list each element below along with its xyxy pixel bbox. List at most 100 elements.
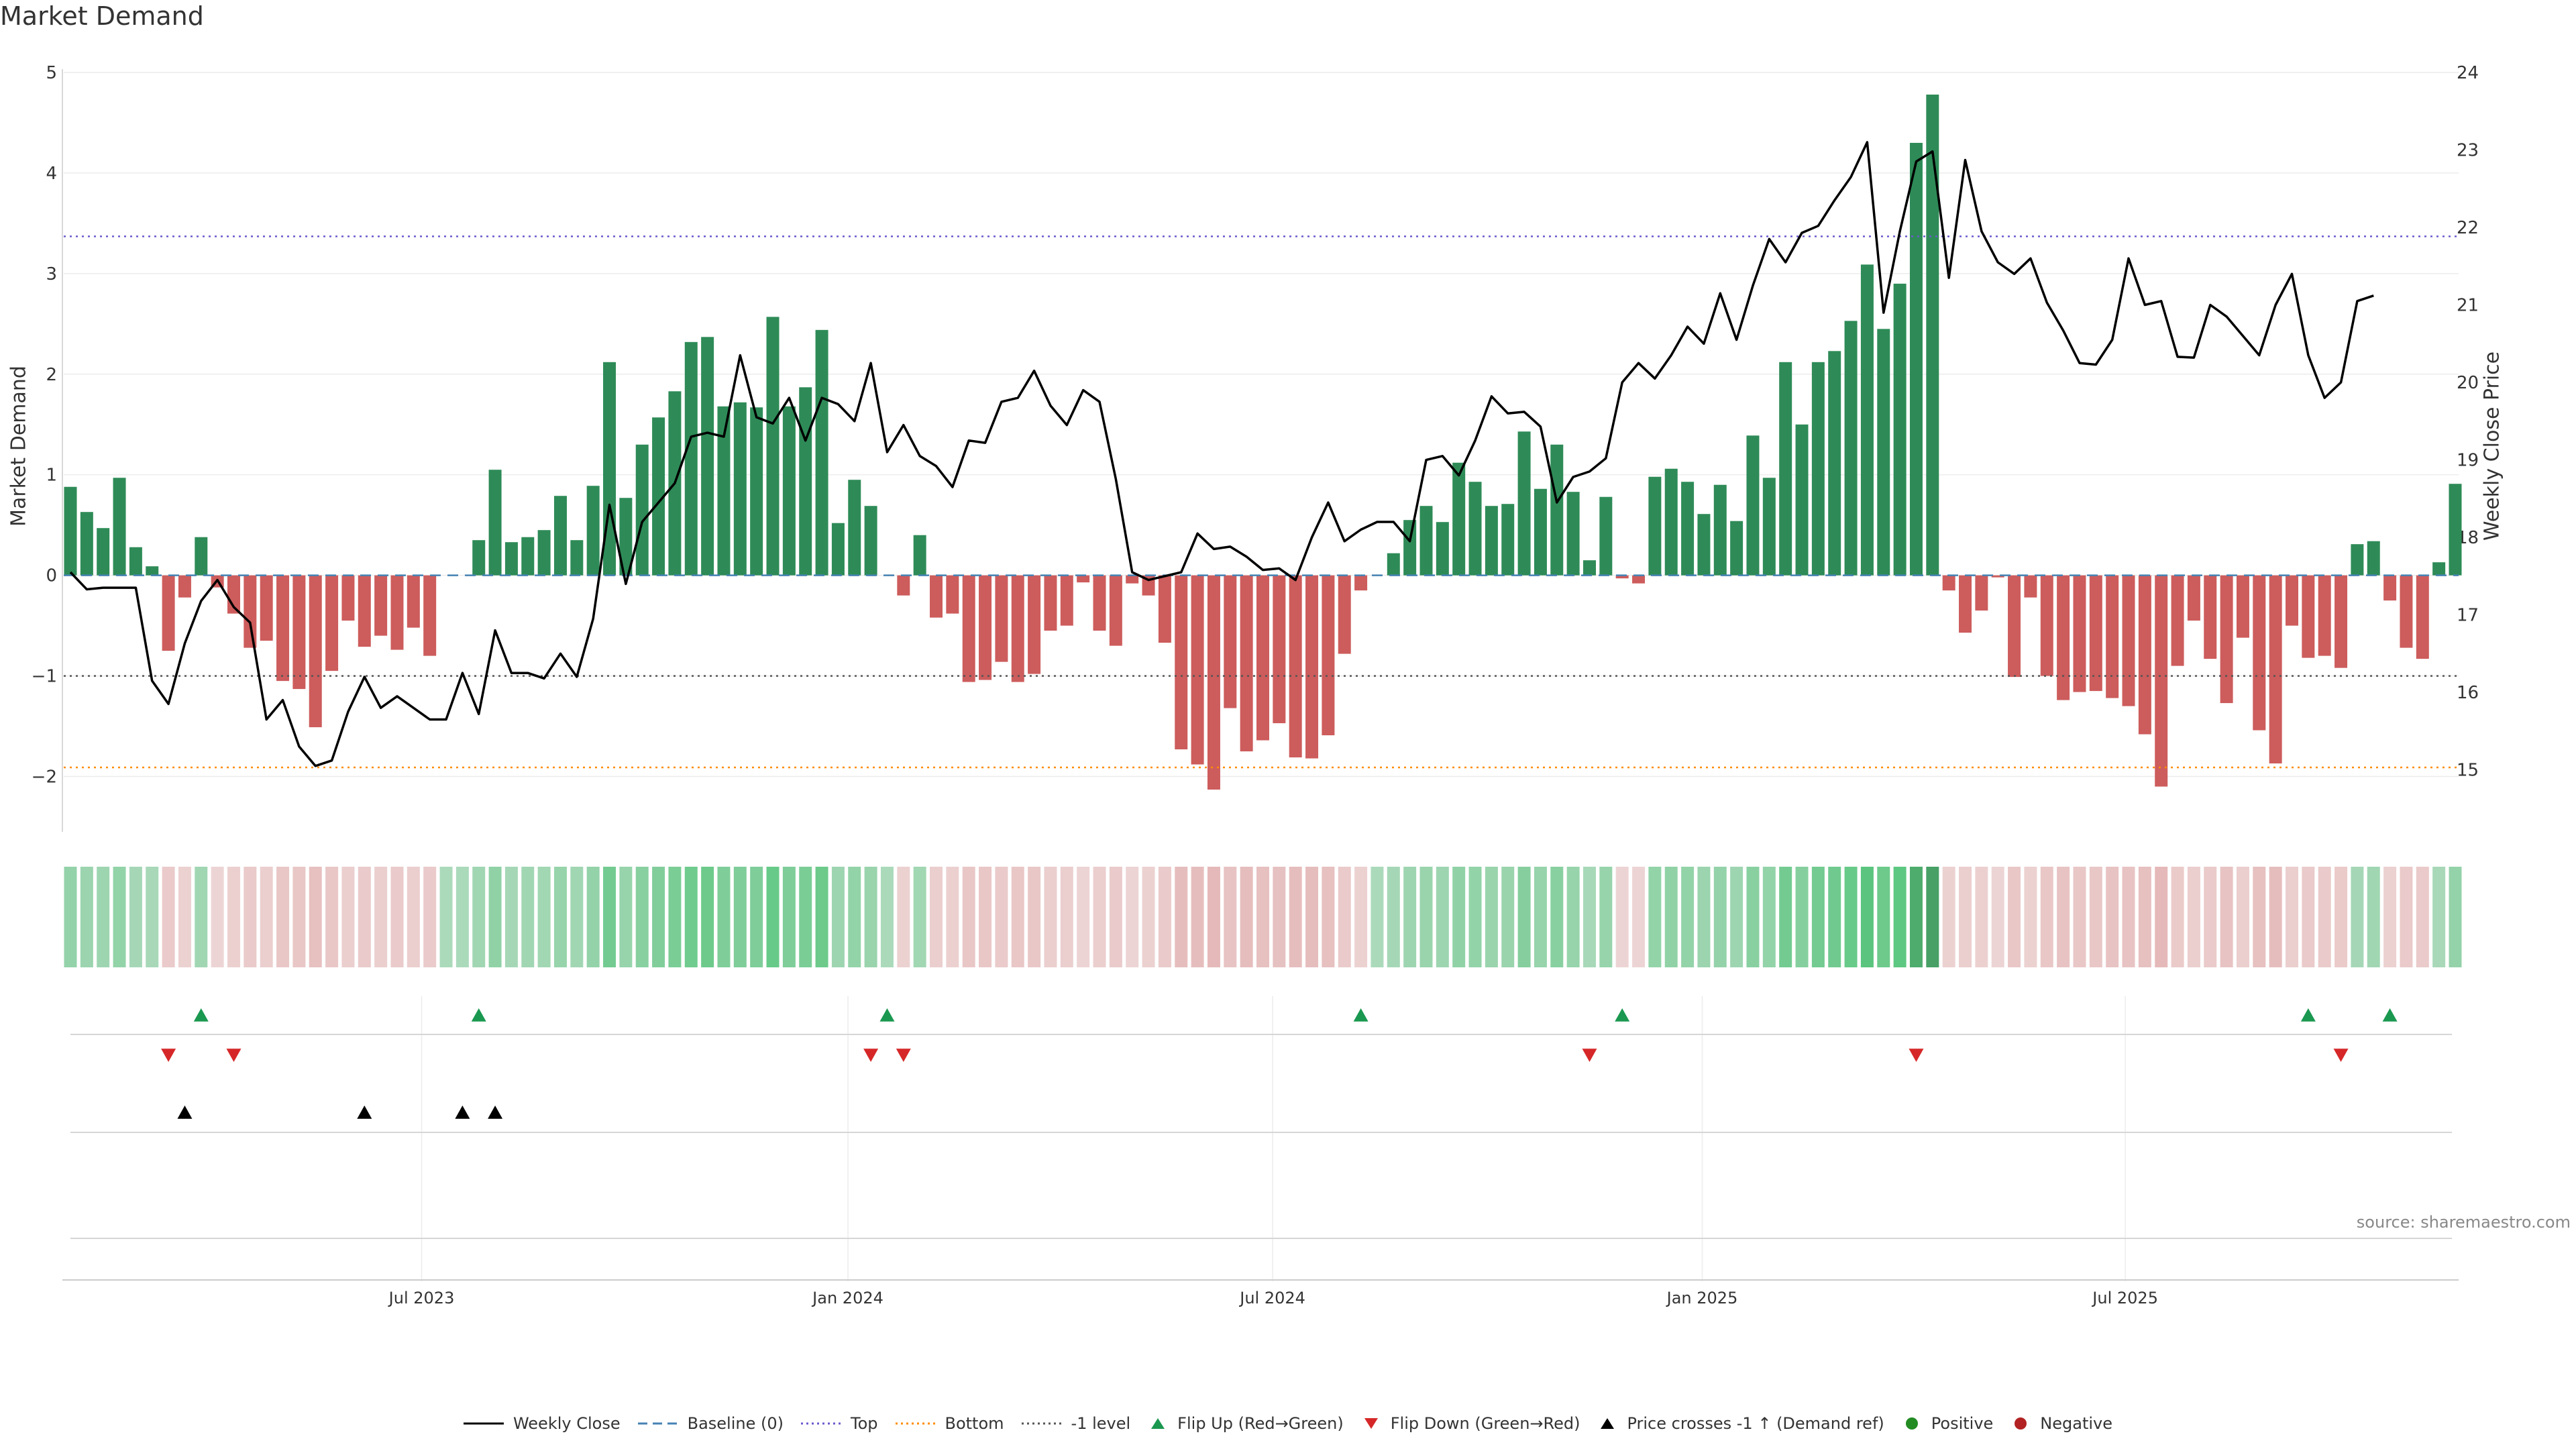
legend-item-weekly-close: Weekly Close xyxy=(463,1414,621,1433)
strength-cell xyxy=(341,867,355,967)
demand-bar xyxy=(162,575,175,651)
legend-label-negative: Negative xyxy=(2040,1414,2113,1433)
demand-bar xyxy=(1550,444,1564,576)
demand-bar xyxy=(979,575,992,680)
y-right-tick-label: 20 xyxy=(2457,373,2479,393)
strength-cell xyxy=(880,867,894,967)
strength-cell xyxy=(1371,867,1384,967)
strength-cell xyxy=(1632,867,1646,967)
demand-bar xyxy=(2155,575,2168,787)
demand-bar xyxy=(1126,575,1139,584)
strength-cell xyxy=(1909,867,1923,967)
x-tick-label: Jan 2024 xyxy=(811,1289,883,1307)
demand-bar xyxy=(946,575,959,614)
demand-bar xyxy=(1240,575,1253,752)
y-left-tick-label: 4 xyxy=(46,164,57,184)
strength-cell xyxy=(1077,867,1090,967)
demand-bar xyxy=(1599,496,1613,576)
demand-bar xyxy=(1224,575,1237,708)
flip-down-marker xyxy=(1909,1049,1924,1062)
demand-bar xyxy=(2040,575,2053,676)
demand-bar xyxy=(1877,329,1890,576)
strength-cell xyxy=(1828,867,1841,967)
strength-cell xyxy=(1387,867,1400,967)
triangle-up-icon xyxy=(1151,1418,1165,1429)
demand-bar xyxy=(1485,506,1498,576)
y-right-tick-label: 24 xyxy=(2457,63,2479,83)
strength-cell xyxy=(2351,867,2364,967)
y-right-tick-label: 17 xyxy=(2457,606,2479,626)
strength-cell xyxy=(2269,867,2282,967)
demand-bar xyxy=(521,537,535,576)
demand-bar xyxy=(831,523,845,576)
flip-up-marker xyxy=(1615,1008,1630,1022)
strength-cell xyxy=(1175,867,1188,967)
strength-cell xyxy=(195,867,208,967)
strength-cell xyxy=(1959,867,1972,967)
demand-bar xyxy=(2432,562,2446,576)
demand-bar xyxy=(374,575,388,636)
strength-cell xyxy=(1762,867,1776,967)
flip-up-marker xyxy=(879,1008,895,1022)
demand-bar xyxy=(1664,468,1678,576)
demand-bar xyxy=(1648,476,1662,576)
demand-bar xyxy=(1795,424,1809,576)
strength-cell xyxy=(750,867,763,967)
strength-cell xyxy=(1926,867,1939,967)
legend: Weekly Close Baseline (0) Top Bottom -1 … xyxy=(0,1414,2576,1433)
demand-bar xyxy=(553,496,567,576)
demand-bar xyxy=(1632,575,1646,584)
demand-bar xyxy=(1452,462,1466,576)
strength-cell xyxy=(733,867,747,967)
strength-cell xyxy=(1485,867,1498,967)
strength-cell xyxy=(1566,867,1580,967)
demand-bar xyxy=(2383,575,2397,601)
legend-label-flip-down: Flip Down (Green→Red) xyxy=(1390,1414,1580,1433)
strength-cell xyxy=(276,867,290,967)
demand-bar xyxy=(799,387,812,576)
strength-cell xyxy=(1126,867,1139,967)
strength-cell xyxy=(1468,867,1482,967)
flip-down-marker xyxy=(896,1049,911,1062)
demand-bar xyxy=(1828,351,1841,576)
source-note: source: sharemaestro.com xyxy=(2356,1213,2571,1232)
strength-cell xyxy=(2106,867,2119,967)
demand-bar xyxy=(1305,575,1319,759)
demand-bar xyxy=(260,575,273,641)
flip-down-marker xyxy=(161,1049,176,1062)
demand-bar xyxy=(113,478,126,576)
strength-cell xyxy=(211,867,224,967)
demand-bar xyxy=(848,480,861,576)
strength-cell xyxy=(309,867,322,967)
strength-cell xyxy=(472,867,486,967)
strength-cell xyxy=(1011,867,1024,967)
demand-bar xyxy=(2269,575,2282,764)
strength-cell xyxy=(129,867,142,967)
strength-cell xyxy=(1681,867,1695,967)
strength-cell xyxy=(2400,867,2413,967)
demand-bar xyxy=(1207,575,1220,790)
legend-item-flip-down: Flip Down (Green→Red) xyxy=(1361,1414,1580,1433)
demand-bar xyxy=(1060,575,1073,626)
demand-bar xyxy=(1697,514,1711,576)
strength-cell xyxy=(2024,867,2037,967)
strength-cell xyxy=(799,867,812,967)
strength-cell xyxy=(1713,867,1727,967)
strength-cell xyxy=(1534,867,1547,967)
strength-cell xyxy=(113,867,126,967)
strength-cell xyxy=(831,867,845,967)
strength-cell xyxy=(1779,867,1792,967)
demand-bar xyxy=(2286,575,2299,626)
demand-bar xyxy=(1909,142,1923,576)
price-cross-marker xyxy=(488,1106,503,1119)
strength-cell xyxy=(553,867,567,967)
demand-bar xyxy=(1289,575,1302,758)
green-dot-icon xyxy=(1905,1417,1918,1430)
strength-cell xyxy=(2155,867,2168,967)
strength-cell xyxy=(701,867,714,967)
demand-bar xyxy=(2008,575,2021,678)
strength-cell xyxy=(1322,867,1335,967)
x-tick-label: Jul 2023 xyxy=(388,1289,455,1307)
demand-bar xyxy=(2253,575,2266,731)
